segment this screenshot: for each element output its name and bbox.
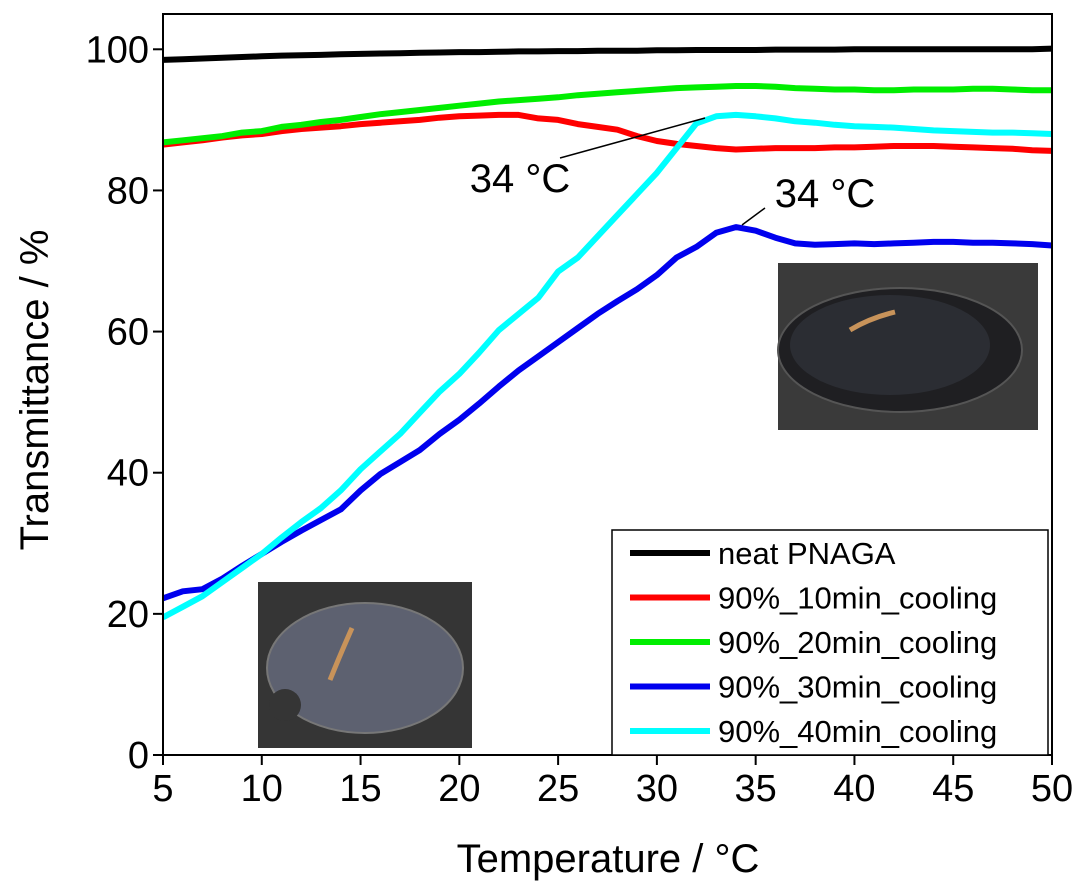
legend: neat PNAGA 90%_10min_cooling 90%_20min_coo… [612,530,1048,755]
y-tick-label: 60 [107,312,149,354]
y-tick-label: 100 [86,29,149,71]
page: {"chart_data": { "type": "line", "x_labe… [0,0,1080,890]
x-tick-label: 20 [438,768,480,810]
chart: Temperature / °C Transmittance / % 5 10 15… [0,0,1080,890]
y-tick-label: 40 [107,453,149,495]
x-tick-label: 40 [833,768,875,810]
photo-inset [778,263,1038,430]
legend-label: 90%_40min_cooling [718,714,997,749]
x-tick-label: 35 [735,768,777,810]
y-tick-label: 20 [107,594,149,636]
data-line [163,49,1052,60]
x-tick-label: 5 [152,768,173,810]
legend-label: neat PNAGA [718,536,896,571]
y-axis-label: Transmittance / % [13,230,57,551]
x-tick-label: 45 [932,768,974,810]
legend-label: 90%_20min_cooling [718,625,997,660]
annotation: 34 °C [775,172,876,216]
photo-inset [258,582,472,748]
legend-label: 90%_30min_cooling [718,670,997,705]
x-tick-label: 30 [636,768,678,810]
x-tick-label: 15 [339,768,381,810]
y-tick-label: 0 [128,735,149,777]
x-tick-label: 10 [241,768,283,810]
x-tick-label: 50 [1031,768,1073,810]
data-line [163,86,1052,142]
legend-label: 90%_10min_cooling [718,581,997,616]
annotation-leader [742,208,765,225]
x-tick-label: 25 [537,768,579,810]
x-axis-label: Temperature / °C [457,837,760,881]
y-tick-label: 80 [107,170,149,212]
annotation: 34 °C [470,157,571,201]
